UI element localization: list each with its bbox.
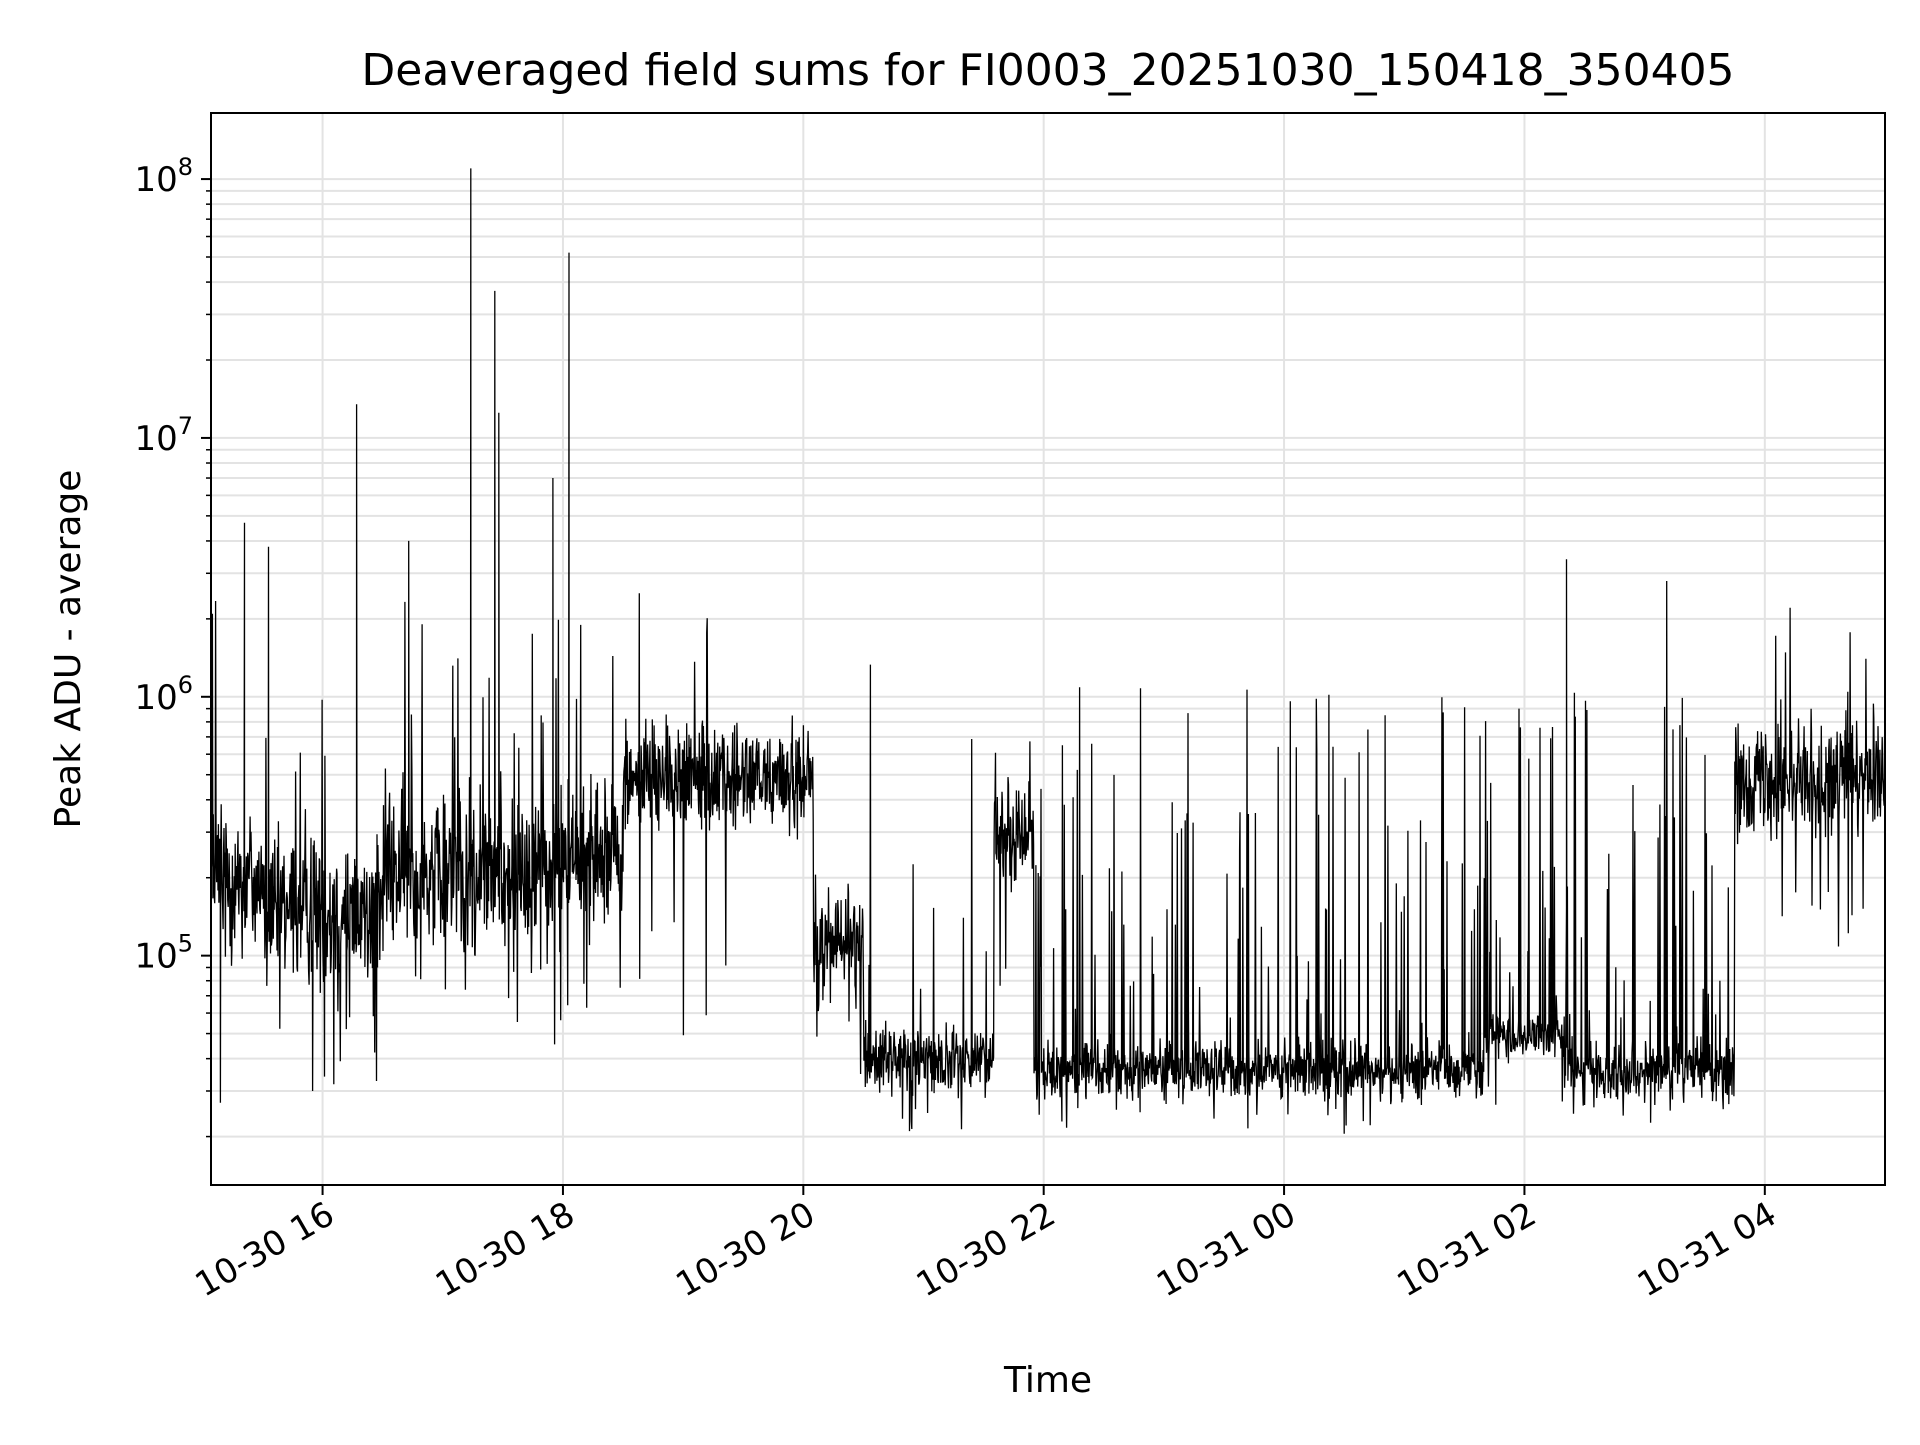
grid — [211, 113, 1885, 1185]
x-axis-label: Time — [1003, 1360, 1092, 1401]
plot-frame — [210, 112, 1886, 1186]
y-tick-label: 108 — [134, 153, 193, 200]
chart-title: Deaveraged field sums for FI0003_2025103… — [361, 45, 1734, 96]
y-tick-label: 105 — [134, 930, 193, 977]
y-axis-label: Peak ADU - average — [48, 470, 89, 829]
y-tick-label: 106 — [134, 671, 193, 718]
y-tick-label: 107 — [134, 412, 193, 459]
series-line — [211, 168, 1885, 1134]
data-series — [211, 168, 1885, 1134]
